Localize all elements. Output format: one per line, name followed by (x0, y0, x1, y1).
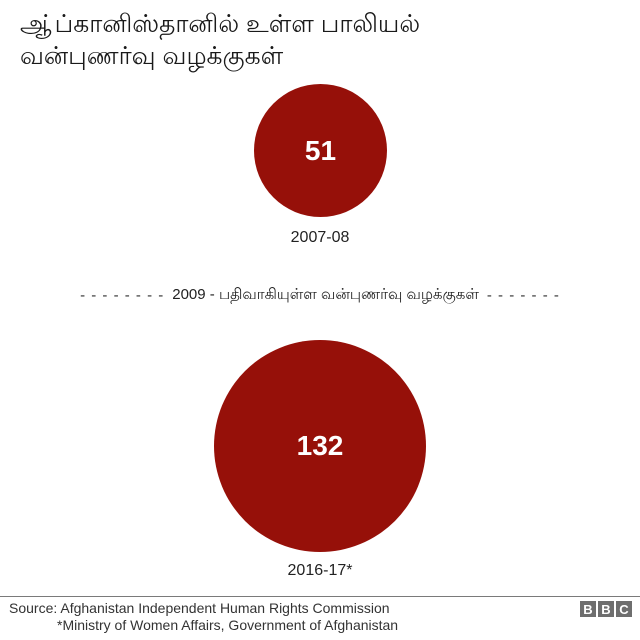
bbc-logo-block-b2: B (598, 601, 614, 617)
divider-annotation: - - - - - - - - 2009 - பதிவாகியுள்ள வன்ப… (0, 284, 640, 306)
chart-title: ஆ்ப்கானிஸ்தானில் உள்ள பாலியல் வன்புணர்வு… (20, 8, 620, 72)
chart-title-line2: வன்புணர்வு வழக்குகள் (20, 42, 284, 70)
period-label-2016-17: 2016-17* (287, 562, 353, 579)
bbc-logo-block-c: C (616, 601, 632, 617)
bubble-2007-08: 51 (254, 84, 387, 217)
footer-divider (0, 596, 640, 597)
divider-text: 2009 - பதிவாகியுள்ள வன்புணர்வு வழக்குகள் (172, 285, 479, 303)
bubble-value-2007-08: 51 (304, 134, 337, 166)
bbc-logo: B B C (580, 601, 632, 617)
bbc-logo-block-b1: B (580, 601, 596, 617)
dashed-line-left: - - - - - - - - (80, 286, 165, 304)
chart-title-line1: ஆ்ப்கானிஸ்தானில் உள்ள பாலியல் (20, 10, 421, 38)
bubble-2016-17: 132 (214, 340, 426, 552)
source-line-2: *Ministry of Women Affairs, Government o… (57, 617, 399, 633)
period-label-2007-08: 2007-08 (290, 229, 350, 246)
source-line-1: Source: Afghanistan Independent Human Ri… (9, 600, 390, 616)
source-note: Source: Afghanistan Independent Human Ri… (9, 600, 398, 634)
dashed-line-right: - - - - - - - (486, 286, 560, 304)
bubble-value-2016-17: 132 (296, 430, 344, 461)
